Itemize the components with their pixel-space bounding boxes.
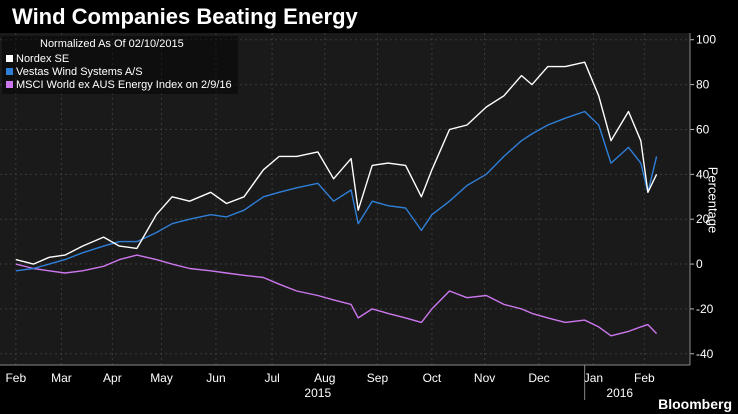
legend-item-vestas: Vestas Wind Systems A/S — [6, 65, 232, 78]
y-tick-label: -40 — [696, 347, 714, 361]
x-tick-label: Aug — [314, 371, 335, 385]
legend-label: Nordex SE — [16, 52, 70, 65]
series-line-0 — [15, 61, 658, 265]
y-axis-ticks: -40 -20 0 20 40 60 80 100 — [689, 33, 716, 365]
legend-swatch — [6, 68, 13, 75]
x-year-label: 2016 — [606, 386, 633, 400]
y-tick-label: -20 — [696, 302, 714, 316]
grid-lines — [0, 33, 690, 365]
y-tick-label: 20 — [696, 212, 710, 226]
x-tick-label: May — [150, 371, 173, 385]
x-tick-label: Mar — [51, 371, 72, 385]
legend-item-nordex: Nordex SE — [6, 52, 232, 65]
x-tick-label: Apr — [103, 371, 122, 385]
y-tick-label: 0 — [696, 257, 703, 271]
legend-heading: Normalized As Of 02/10/2015 — [40, 38, 184, 50]
chart-title: Wind Companies Beating Energy — [12, 4, 358, 29]
y-tick-label: 100 — [696, 33, 716, 47]
legend-swatch — [6, 81, 13, 88]
y-axis-label: Percentage — [705, 166, 721, 234]
x-tick-label: Jun — [206, 371, 225, 385]
x-year-label: 2015 — [304, 386, 331, 400]
y-tick-label: 40 — [696, 167, 710, 181]
x-axis-ticks: Feb Mar Apr May Jun Jul Aug Sep Oct Nov Dec Jan Feb2… — [0, 364, 690, 400]
x-tick-label: Feb — [5, 371, 26, 385]
x-tick-label: Sep — [367, 371, 389, 385]
legend-swatch — [6, 55, 13, 62]
legend-label: Vestas Wind Systems A/S — [16, 65, 143, 78]
x-tick-label: Feb — [634, 371, 655, 385]
legend-label: MSCI World ex AUS Energy Index on 2/9/16 — [16, 78, 232, 91]
plot-area — [0, 33, 690, 365]
bloomberg-logo: Bloomberg — [658, 396, 732, 412]
x-tick-label: Dec — [528, 371, 549, 385]
legend: Normalized As Of 02/10/2015 Nordex SE Ve… — [2, 36, 238, 94]
series-line-2 — [15, 254, 658, 337]
x-tick-label: Nov — [474, 371, 495, 385]
series-line-1 — [15, 110, 658, 272]
x-tick-label: Jan — [584, 371, 603, 385]
y-tick-label: 80 — [696, 78, 710, 92]
x-tick-label: Oct — [423, 371, 442, 385]
legend-item-msci: MSCI World ex AUS Energy Index on 2/9/16 — [6, 78, 232, 91]
x-tick-label: Jul — [264, 371, 279, 385]
y-tick-label: 60 — [696, 122, 710, 136]
series-lines — [15, 61, 658, 337]
